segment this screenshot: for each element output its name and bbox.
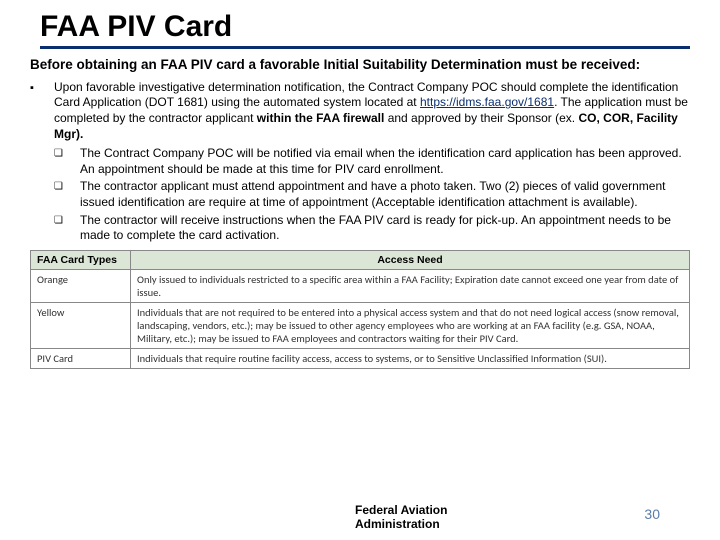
- cell-type-piv: PIV Card: [31, 348, 131, 368]
- square-bullet-icon: ▪: [30, 80, 54, 142]
- footer: Federal AviationAdministration 30: [0, 492, 720, 540]
- cell-need-yellow: Individuals that are not required to be …: [131, 302, 690, 348]
- title-block: FAA PIV Card: [0, 0, 720, 49]
- page-number: 30: [644, 506, 660, 522]
- text-strong: within the FAA firewall: [257, 111, 385, 125]
- sub-bullet-3: ❏ The contractor will receive instructio…: [54, 213, 690, 244]
- table-header-row: FAA Card Types Access Need: [31, 250, 690, 269]
- sub-bullet-2: ❏ The contractor applicant must attend a…: [54, 179, 690, 210]
- col-header-types: FAA Card Types: [31, 250, 131, 269]
- bullet-main-text: Upon favorable investigative determinati…: [54, 80, 690, 142]
- table-row: Yellow Individuals that are not required…: [31, 302, 690, 348]
- slide: FAA PIV Card Before obtaining an FAA PIV…: [0, 0, 720, 540]
- text-segment: and approved by their Sponsor (ex.: [384, 111, 578, 125]
- footer-org: Federal AviationAdministration: [355, 504, 447, 532]
- body-content: ▪ Upon favorable investigative determina…: [0, 80, 720, 244]
- page-title: FAA PIV Card: [40, 10, 690, 44]
- bullet-main: ▪ Upon favorable investigative determina…: [30, 80, 690, 142]
- sub-bullet-2-text: The contractor applicant must attend app…: [80, 179, 690, 210]
- idms-link[interactable]: https://idms.faa.gov/1681: [420, 95, 554, 109]
- hollow-square-icon: ❏: [54, 213, 80, 244]
- sub-bullet-3-text: The contractor will receive instructions…: [80, 213, 690, 244]
- card-types-table: FAA Card Types Access Need Orange Only i…: [30, 250, 690, 369]
- cell-need-orange: Only issued to individuals restricted to…: [131, 269, 690, 302]
- hollow-square-icon: ❏: [54, 146, 80, 177]
- cell-need-piv: Individuals that require routine facilit…: [131, 348, 690, 368]
- hollow-square-icon: ❏: [54, 179, 80, 210]
- table-row: PIV Card Individuals that require routin…: [31, 348, 690, 368]
- cell-type-yellow: Yellow: [31, 302, 131, 348]
- sub-bullet-1: ❏ The Contract Company POC will be notif…: [54, 146, 690, 177]
- intro-text: Before obtaining an FAA PIV card a favor…: [0, 49, 720, 80]
- cell-type-orange: Orange: [31, 269, 131, 302]
- table-row: Orange Only issued to individuals restri…: [31, 269, 690, 302]
- sub-bullet-1-text: The Contract Company POC will be notifie…: [80, 146, 690, 177]
- col-header-need: Access Need: [131, 250, 690, 269]
